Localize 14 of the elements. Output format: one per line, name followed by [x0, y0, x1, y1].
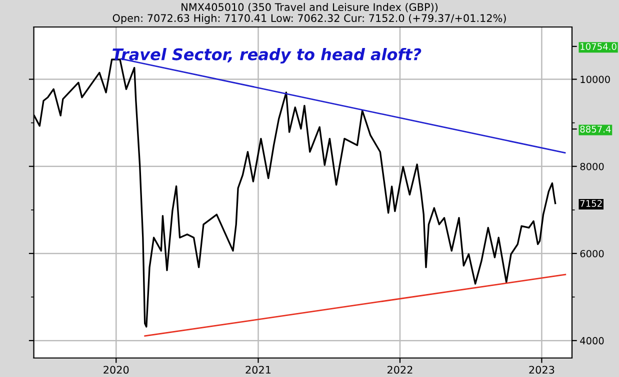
- annotation: Travel Sector, ready to head aloft?: [112, 48, 422, 64]
- chart-subtitle: Open: 7072.63 High: 7170.41 Low: 7062.32 Cur: 7152.0 (+79.37/+01.12%): [112, 14, 506, 24]
- y-tick-label: 10754.0: [580, 43, 616, 50]
- x-tick-label: 2020: [104, 366, 129, 374]
- y-tick-label: 6000: [580, 250, 604, 258]
- y-tick-label: 10000: [580, 76, 610, 84]
- x-tick-label: 2022: [387, 366, 412, 374]
- x-tick-label: 2023: [529, 366, 554, 374]
- y-tick-label: 8000: [580, 162, 604, 170]
- x-tick-label: 2021: [246, 366, 271, 374]
- y-tick-label: 7152: [580, 200, 602, 207]
- chart-title: NMX405010 (350 Travel and Leisure Index (GBP)): [182, 2, 438, 12]
- y-tick-label: 8857.4: [580, 126, 611, 133]
- y-tick-label: 4000: [580, 337, 604, 344]
